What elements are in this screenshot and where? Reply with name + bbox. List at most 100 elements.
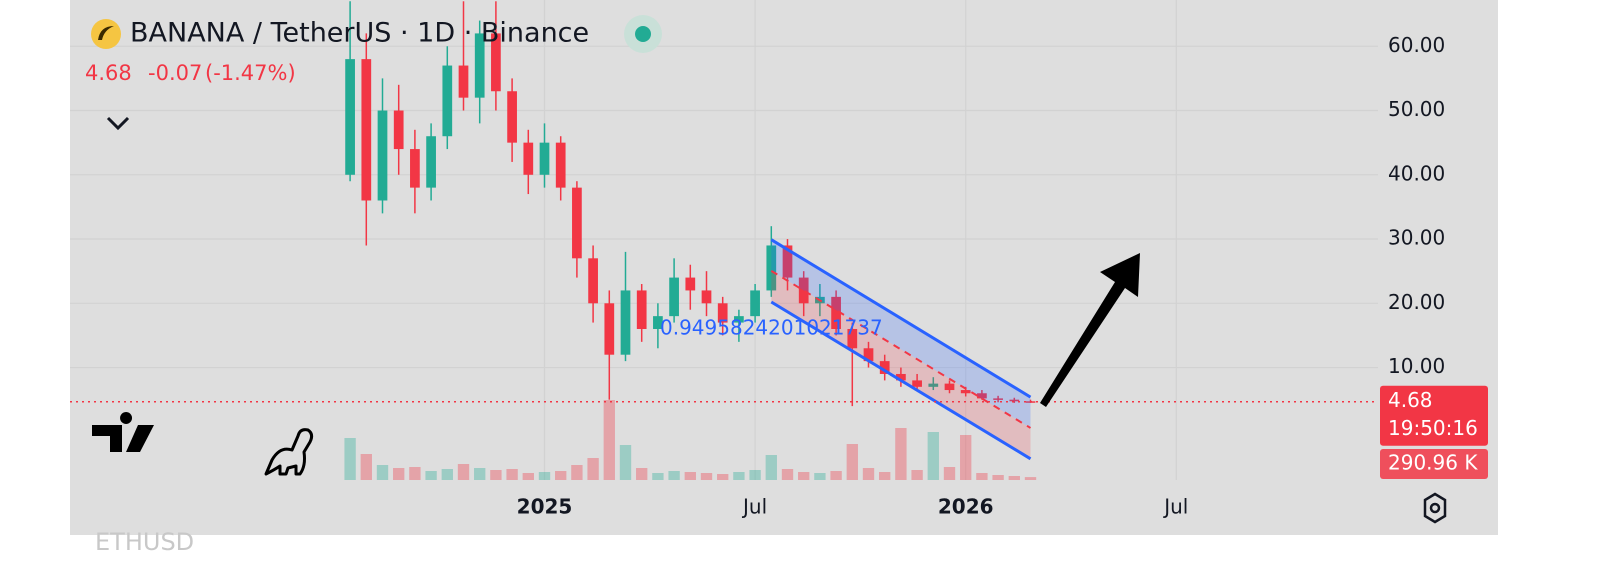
volume-bar bbox=[911, 470, 923, 480]
candle-body bbox=[620, 290, 631, 355]
status-dot bbox=[635, 26, 651, 42]
candle-body bbox=[717, 303, 728, 323]
volume-bar bbox=[538, 472, 551, 480]
symbol-title: BANANA / TetherUS · 1D · Binance bbox=[130, 18, 589, 49]
volume-bar bbox=[879, 472, 891, 480]
symbol-icon-mark bbox=[98, 26, 114, 40]
channel-label: 0.9495824201021737 bbox=[660, 316, 883, 340]
volume-bar bbox=[474, 468, 486, 480]
footer-symbol: ETHUSD bbox=[95, 528, 194, 556]
channel-lower-fill bbox=[771, 270, 1031, 459]
candle-body bbox=[685, 277, 696, 291]
candle-body bbox=[604, 303, 615, 355]
volume-tag bbox=[1380, 449, 1488, 479]
collapse-chevron[interactable] bbox=[106, 116, 130, 131]
candle-body bbox=[896, 373, 906, 381]
candle-body bbox=[750, 290, 760, 317]
candle-body bbox=[458, 65, 469, 98]
volume-bar bbox=[976, 473, 988, 480]
x-tick-label: Jul bbox=[1162, 495, 1188, 519]
candle-body bbox=[928, 383, 939, 387]
volume-bar bbox=[619, 445, 632, 480]
candle-body bbox=[701, 290, 712, 304]
price-change-pct: (-1.47%) bbox=[205, 61, 296, 85]
replay-icon[interactable] bbox=[264, 428, 314, 476]
candle-body bbox=[863, 348, 874, 362]
candle-body bbox=[669, 277, 679, 317]
x-tick-label: Jul bbox=[741, 495, 767, 519]
channel-lower bbox=[770, 300, 1032, 461]
candle-body bbox=[766, 245, 777, 291]
candle-body bbox=[377, 110, 388, 201]
volume-bar bbox=[862, 468, 875, 480]
candle-body bbox=[653, 316, 663, 329]
volume-bar bbox=[1008, 476, 1020, 480]
volume-bar bbox=[798, 472, 810, 480]
price-tag-value: 4.68 bbox=[1388, 388, 1433, 412]
overlay: BANANA / TetherUS · 1D · Binance 4.68 -0… bbox=[85, 15, 1447, 524]
candle-body bbox=[572, 187, 582, 259]
volume-bar bbox=[636, 468, 648, 480]
annotation-arrow bbox=[1040, 253, 1140, 407]
symbol-icon bbox=[91, 19, 121, 49]
settings-icon[interactable] bbox=[1423, 492, 1447, 524]
volume-bar bbox=[603, 400, 615, 480]
volume-bar bbox=[765, 455, 777, 480]
candle-body bbox=[555, 142, 566, 188]
volume-bar bbox=[943, 467, 956, 480]
volume-bar bbox=[393, 468, 405, 480]
volume-bar bbox=[717, 474, 729, 480]
candle-body bbox=[879, 361, 890, 374]
channel-upper-fill bbox=[771, 239, 1031, 428]
candle-body bbox=[798, 277, 809, 304]
volume-bar bbox=[425, 471, 437, 480]
volume-bar bbox=[376, 465, 389, 480]
candle-body bbox=[361, 59, 372, 201]
volume-bar bbox=[522, 473, 534, 480]
last-price: 4.68 bbox=[85, 61, 132, 85]
price-change: -0.07 bbox=[148, 61, 202, 85]
volume-bar bbox=[457, 464, 470, 480]
candle-body bbox=[345, 59, 355, 175]
volume-bar bbox=[895, 428, 907, 480]
candle-body bbox=[977, 393, 987, 399]
candle-body bbox=[426, 136, 436, 188]
volume-bar bbox=[846, 444, 858, 480]
volume-bar bbox=[555, 471, 567, 480]
y-tick-label: 40.00 bbox=[1388, 161, 1445, 185]
volume-bar bbox=[652, 473, 664, 480]
price-tag-countdown: 19:50:16 bbox=[1388, 416, 1478, 440]
volume-bar bbox=[409, 467, 421, 480]
candle-body bbox=[912, 380, 922, 387]
volume-bar bbox=[571, 465, 583, 480]
volume-bar bbox=[733, 472, 745, 480]
y-tick-label: 20.00 bbox=[1388, 290, 1445, 314]
candle-body bbox=[507, 91, 517, 143]
volume-bar bbox=[506, 469, 518, 480]
candle-body bbox=[588, 258, 598, 304]
candle-body bbox=[539, 142, 550, 175]
candle-body bbox=[831, 296, 841, 329]
volume-bar bbox=[700, 473, 713, 480]
volume-bar bbox=[1024, 477, 1037, 480]
volume-bar bbox=[927, 432, 939, 480]
tradingview-logo bbox=[92, 412, 154, 452]
x-tick-label: 2026 bbox=[938, 495, 994, 519]
candle-body bbox=[636, 290, 647, 329]
y-tick-label: 30.00 bbox=[1388, 226, 1445, 250]
candle-body bbox=[410, 149, 420, 188]
candle-body bbox=[944, 383, 955, 391]
y-tick-label: 10.00 bbox=[1388, 354, 1445, 378]
volume-bar bbox=[668, 471, 680, 480]
volume-bar bbox=[344, 438, 356, 480]
y-tick-label: 50.00 bbox=[1388, 97, 1445, 121]
candle-body bbox=[734, 316, 744, 323]
volume-bar bbox=[781, 469, 794, 480]
volume-bar bbox=[749, 470, 761, 480]
candle-body bbox=[442, 65, 453, 137]
channel-upper bbox=[770, 238, 1032, 399]
candle-body bbox=[523, 142, 534, 175]
volume-bar bbox=[814, 473, 826, 480]
volume-bar bbox=[992, 475, 1004, 480]
volume-bar bbox=[684, 472, 696, 480]
